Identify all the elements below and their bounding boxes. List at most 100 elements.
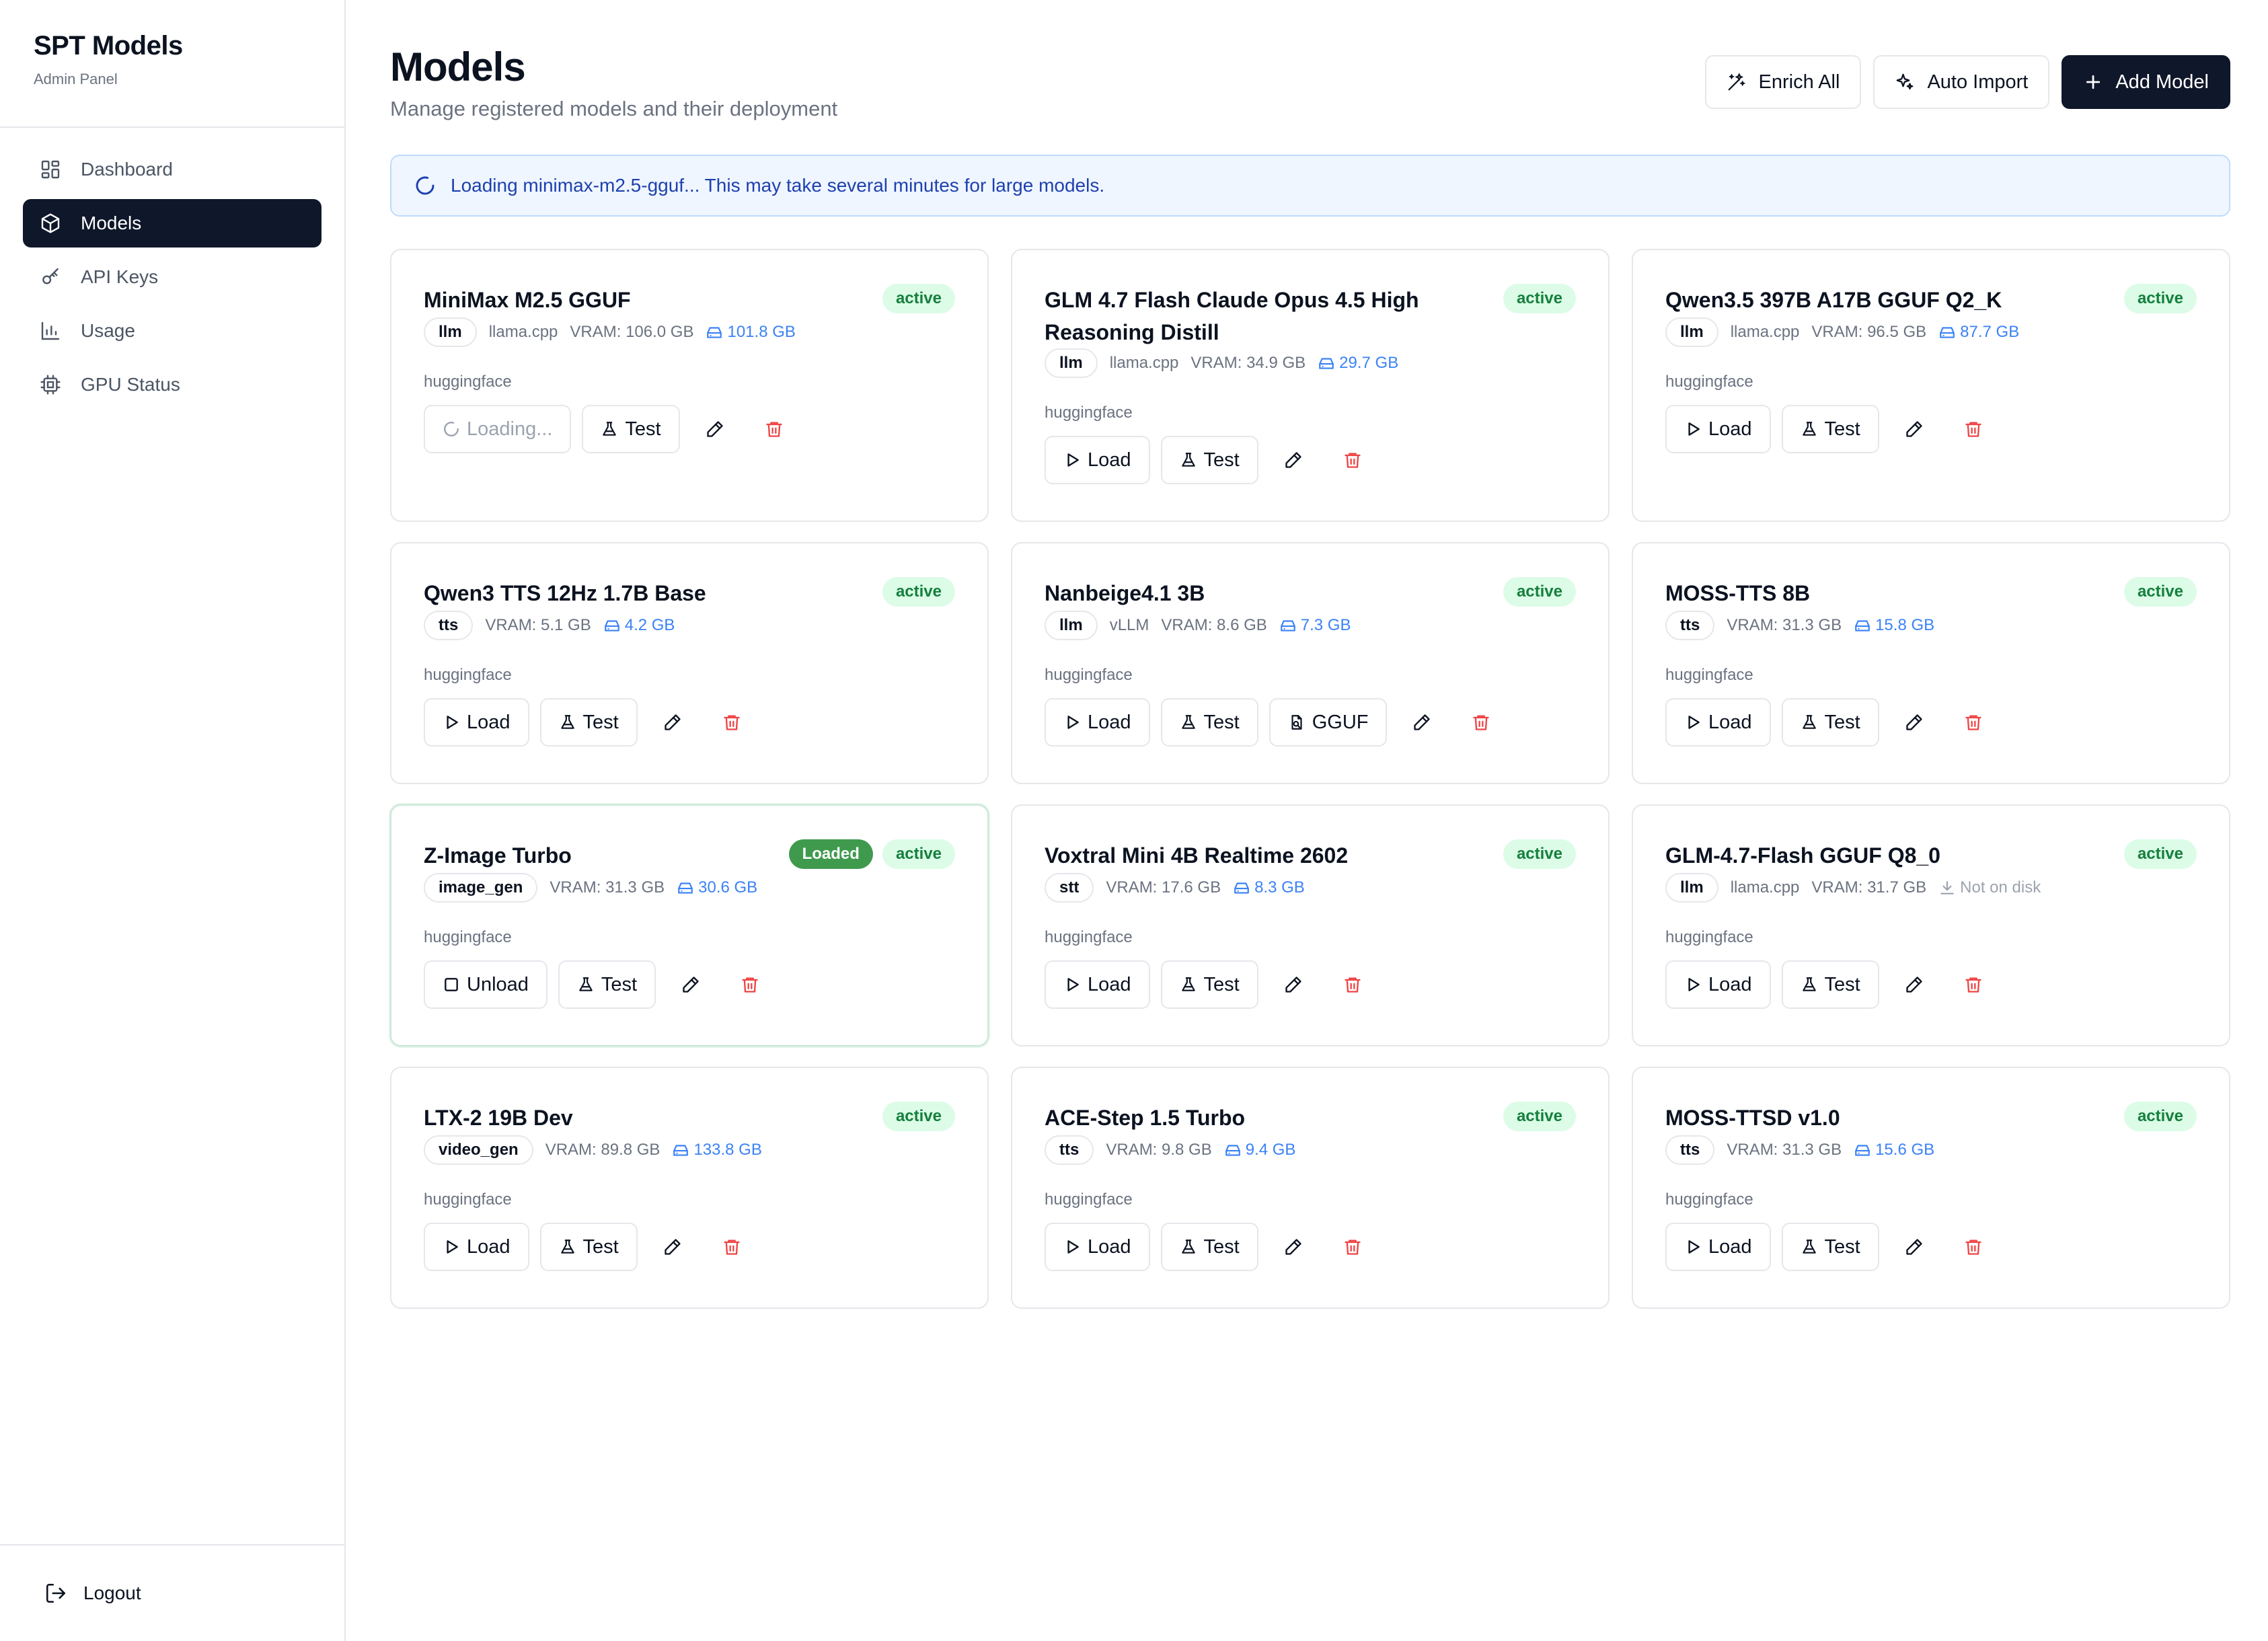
- loading-button: Loading...: [424, 405, 572, 453]
- play-icon: [1684, 420, 1708, 438]
- trash-icon: [1472, 713, 1490, 732]
- load-button[interactable]: Load: [1045, 960, 1150, 1009]
- load-button[interactable]: Load: [424, 698, 529, 747]
- logout-button[interactable]: Logout: [44, 1582, 141, 1605]
- disk-size: 15.6 GB: [1854, 1141, 1934, 1159]
- model-badges: active: [1503, 839, 1576, 869]
- delete-button[interactable]: [708, 698, 756, 747]
- test-button[interactable]: Test: [1160, 698, 1258, 747]
- delete-button[interactable]: [750, 405, 798, 453]
- model-actions: Load Test GGUF: [1045, 698, 1505, 747]
- model-source: huggingface: [1045, 1190, 1133, 1209]
- model-type-chip: llm: [1665, 873, 1718, 903]
- hard-drive-icon: [1938, 323, 1960, 341]
- delete-button[interactable]: [726, 960, 774, 1009]
- delete-button[interactable]: [1949, 1223, 1998, 1271]
- load-button[interactable]: Load: [424, 1223, 529, 1271]
- model-actions: Load Test: [1665, 405, 1998, 453]
- edit-button[interactable]: [1890, 405, 1938, 453]
- load-button[interactable]: Load: [1045, 1223, 1150, 1271]
- model-source: huggingface: [424, 666, 512, 684]
- test-button[interactable]: Test: [1160, 436, 1258, 484]
- delete-button[interactable]: [1328, 960, 1377, 1009]
- delete-button[interactable]: [708, 1223, 756, 1271]
- edit-button[interactable]: [1398, 698, 1446, 747]
- model-meta: image_gen VRAM: 31.3 GB 30.6 GB: [424, 873, 757, 903]
- model-name: Nanbeige4.1 3B: [1045, 581, 1205, 605]
- load-label: Load: [467, 1235, 511, 1258]
- test-button[interactable]: Test: [1781, 698, 1879, 747]
- bar-chart-icon: [39, 319, 62, 342]
- model-name: GLM-4.7-Flash GGUF Q8_0: [1665, 843, 1940, 868]
- test-button[interactable]: Test: [1160, 1223, 1258, 1271]
- model-vram: VRAM: 106.0 GB: [570, 323, 694, 341]
- unload-button[interactable]: Unload: [424, 960, 547, 1009]
- edit-button[interactable]: [1890, 960, 1938, 1009]
- pencil-icon: [1284, 975, 1303, 994]
- edit-button[interactable]: [1890, 698, 1938, 747]
- magic-wand-icon: [1728, 73, 1745, 91]
- flask-icon: [1801, 976, 1825, 993]
- enrich-all-label: Enrich All: [1758, 71, 1840, 93]
- test-label: Test: [582, 1235, 619, 1258]
- delete-button[interactable]: [1949, 960, 1998, 1009]
- sidebar-item-api-keys[interactable]: API Keys: [23, 253, 322, 301]
- edit-button[interactable]: [1890, 1223, 1938, 1271]
- test-label: Test: [1824, 1235, 1860, 1258]
- disk-size: 133.8 GB: [672, 1141, 762, 1159]
- sidebar-item-models[interactable]: Models: [23, 199, 322, 247]
- test-button[interactable]: Test: [539, 698, 638, 747]
- trash-icon: [1343, 451, 1362, 469]
- sidebar-footer: Logout: [0, 1544, 344, 1641]
- delete-button[interactable]: [1328, 436, 1377, 484]
- test-button[interactable]: Test: [582, 405, 680, 453]
- trash-icon: [1964, 975, 1983, 994]
- sidebar-item-gpu-status[interactable]: GPU Status: [23, 360, 322, 409]
- model-name: Qwen3.5 397B A17B GGUF Q2_K: [1665, 288, 2002, 312]
- load-button[interactable]: Load: [1665, 698, 1771, 747]
- edit-button[interactable]: [1269, 1223, 1318, 1271]
- load-button[interactable]: Load: [1045, 436, 1150, 484]
- edit-button[interactable]: [691, 405, 739, 453]
- test-button[interactable]: Test: [1781, 960, 1879, 1009]
- load-button[interactable]: Load: [1045, 698, 1150, 747]
- flask-icon: [1180, 1238, 1204, 1256]
- model-vram: VRAM: 17.6 GB: [1106, 878, 1221, 896]
- status-badge: active: [2123, 1102, 2197, 1131]
- model-actions: Load Test: [1665, 1223, 1998, 1271]
- delete-button[interactable]: [1949, 698, 1998, 747]
- test-button[interactable]: Test: [1160, 960, 1258, 1009]
- edit-button[interactable]: [1269, 436, 1318, 484]
- enrich-all-button[interactable]: Enrich All: [1704, 55, 1862, 109]
- flask-icon: [1801, 420, 1825, 438]
- model-meta: tts VRAM: 31.3 GB 15.8 GB: [1665, 611, 1934, 640]
- auto-import-button[interactable]: Auto Import: [1873, 55, 2050, 109]
- sidebar-item-usage[interactable]: Usage: [23, 307, 322, 355]
- test-button[interactable]: Test: [558, 960, 656, 1009]
- delete-button[interactable]: [1328, 1223, 1377, 1271]
- delete-button[interactable]: [1949, 405, 1998, 453]
- test-button[interactable]: Test: [539, 1223, 638, 1271]
- pencil-icon: [663, 713, 682, 732]
- delete-button[interactable]: [1457, 698, 1505, 747]
- edit-button[interactable]: [648, 1223, 697, 1271]
- edit-button[interactable]: [648, 698, 697, 747]
- model-card: Nanbeige4.1 3B active llm vLLM VRAM: 8.6 GB 7…: [1011, 542, 1610, 784]
- load-button[interactable]: Load: [1665, 1223, 1771, 1271]
- load-button[interactable]: Load: [1665, 960, 1771, 1009]
- add-model-button[interactable]: Add Model: [2062, 55, 2230, 109]
- model-actions: Load Test: [1665, 960, 1998, 1009]
- load-button[interactable]: Load: [1665, 405, 1771, 453]
- hard-drive-icon: [1854, 1141, 1875, 1159]
- test-button[interactable]: Test: [1781, 1223, 1879, 1271]
- edit-button[interactable]: [667, 960, 715, 1009]
- edit-button[interactable]: [1269, 960, 1318, 1009]
- test-button[interactable]: Test: [1781, 405, 1879, 453]
- model-name: Z-Image Turbo: [424, 843, 572, 868]
- status-badge: active: [882, 839, 955, 869]
- play-icon: [1063, 976, 1088, 993]
- gguf-button[interactable]: GGUF: [1269, 698, 1388, 747]
- sidebar-item-dashboard[interactable]: Dashboard: [23, 145, 322, 194]
- play-icon: [1063, 714, 1088, 731]
- hard-drive-icon: [672, 1141, 693, 1159]
